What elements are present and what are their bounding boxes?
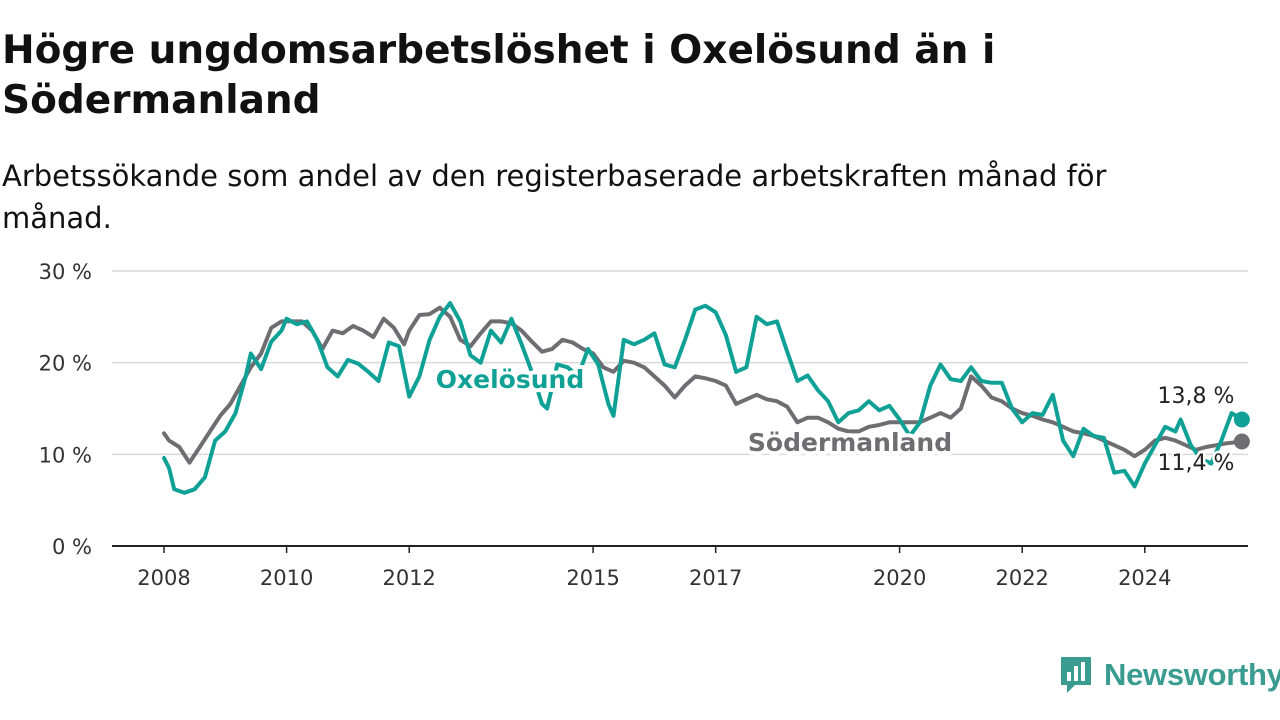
- end-marker-1: [1233, 433, 1250, 450]
- series-labels: Oxelösund Södermanland: [432, 361, 956, 461]
- x-axis-tick-labels: 2008 2010 2012 2015 2017 2020 2022 2024: [137, 566, 1171, 590]
- grid-lines: [112, 270, 1248, 456]
- y-tick-label: 0 %: [52, 535, 92, 559]
- x-tick-label: 2022: [995, 566, 1048, 590]
- end-value-label-0: 13,8 %: [1158, 384, 1235, 409]
- series-label-1: Södermanland: [748, 428, 952, 457]
- chart-title: Högre ungdomsarbetslöshet i Oxelösund än…: [2, 28, 996, 123]
- brand-logo: Newsworthy: [1058, 653, 1280, 697]
- series-end-markers: 13,8 % 11,4 %: [1155, 382, 1250, 479]
- x-tick-label: 2017: [689, 566, 742, 590]
- end-marker-0: [1233, 411, 1250, 428]
- chart-subtitle: Arbetssökande som andel av den registerb…: [2, 159, 1107, 235]
- x-tick-label: 2015: [566, 566, 619, 590]
- newsworthy-logo-icon: [1061, 657, 1091, 693]
- x-axis: [112, 545, 1248, 553]
- y-tick-label: 20 %: [39, 352, 92, 376]
- y-tick-label: 30 %: [39, 260, 92, 284]
- series-line-0: [162, 301, 1244, 495]
- x-tick-label: 2024: [1118, 566, 1171, 590]
- series-label-0: Oxelösund: [436, 365, 584, 394]
- x-tick-label: 2008: [137, 566, 190, 590]
- end-value-label-1: 11,4 %: [1158, 451, 1235, 476]
- x-tick-label: 2012: [382, 566, 435, 590]
- y-axis-tick-labels: 0 % 10 % 20 % 30 %: [39, 260, 92, 559]
- series-lines: [162, 301, 1244, 495]
- series-line-1: [162, 305, 1244, 465]
- brand-name: Newsworthy: [1104, 657, 1280, 692]
- x-tick-label: 2020: [873, 566, 926, 590]
- x-tick-label: 2010: [260, 566, 313, 590]
- y-tick-label: 10 %: [39, 443, 92, 467]
